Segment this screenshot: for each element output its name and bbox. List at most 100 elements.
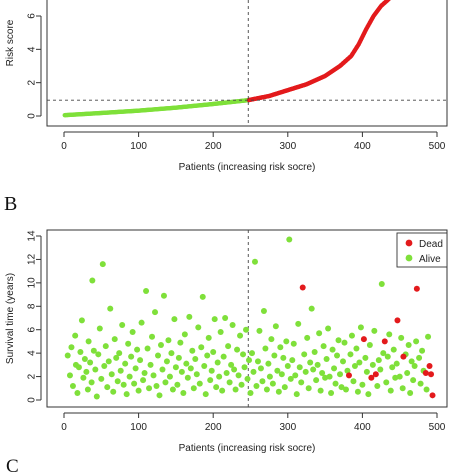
dead-point [429,392,436,399]
alive-point [116,350,123,357]
alive-point [84,386,91,393]
alive-point [162,379,169,386]
alive-point [351,363,358,370]
alive-point [287,375,294,382]
alive-point [302,368,309,375]
alive-point [347,351,354,358]
alive-point [66,372,73,379]
survival-y-tick-label: 0 [27,397,38,403]
alive-point [405,341,412,348]
alive-point [311,348,318,355]
alive-point [81,356,88,362]
alive-point [214,359,221,366]
survival-y-tick-label: 12 [27,253,38,265]
alive-point [68,344,75,351]
alive-point [313,377,320,384]
alive-point [286,236,293,243]
alive-point [99,261,106,268]
alive-point [178,368,185,375]
alive-point [344,367,351,374]
alive-point [232,386,239,393]
alive-point [85,338,92,345]
alive-point [119,322,126,329]
risk-y-axis-title: Risk score [5,19,16,66]
alive-point [362,354,369,361]
alive-point [105,358,112,365]
alive-point [132,365,139,372]
alive-point [275,388,282,395]
alive-point [75,364,82,371]
alive-point [101,363,108,370]
alive-point [123,391,130,398]
alive-point [329,346,336,353]
alive-point [149,333,156,340]
alive-point [207,377,214,384]
panel-label-c: C [6,456,19,474]
alive-point [256,327,263,334]
alive-point [305,385,312,392]
alive-point [80,374,87,381]
alive-point [326,373,333,380]
alive-point [413,338,420,345]
alive-point [140,377,147,384]
alive-point [295,320,302,327]
alive-point [201,363,208,370]
alive-point [243,326,250,333]
survival-x-tick-label: 300 [279,422,296,433]
alive-point [342,386,349,393]
alive-point [166,373,173,380]
alive-point [90,347,97,354]
alive-point [220,353,227,360]
alive-point [135,387,142,394]
alive-point [277,344,284,351]
alive-point [338,384,345,391]
alive-point [96,325,103,332]
dead-point [428,371,435,378]
alive-point [216,373,223,380]
risk-y-tick-label: 0 [27,113,38,119]
alive-point [202,391,209,398]
survival-y-tick-label: 10 [27,277,38,289]
alive-point [204,352,211,359]
alive-point [293,391,300,398]
dead-point [368,374,375,381]
legend-box [396,232,448,268]
alive-point [301,351,308,358]
alive-point [314,361,321,368]
alive-point [317,387,324,394]
alive-point [108,371,115,378]
survival-x-tick-label: 400 [354,422,371,433]
alive-point [393,360,400,367]
alive-point [384,353,391,360]
alive-point [263,386,270,393]
alive-point [87,359,94,366]
legend-dead-marker [405,239,413,247]
survival-y-tick-label: 2 [27,373,38,379]
alive-point [153,382,160,389]
alive-point [92,366,99,373]
alive-point [150,372,157,379]
alive-point [353,345,360,352]
alive-point [177,339,184,346]
alive-point [117,367,124,374]
risk-x-tick-label: 300 [279,141,296,152]
survival-x-tick-label: 0 [61,422,67,433]
alive-point [337,371,344,378]
alive-point [74,389,81,396]
alive-point [95,351,102,358]
alive-point [193,371,200,378]
dead-point [422,370,429,377]
risk-y-tick-label: 4 [27,46,38,52]
alive-point [334,352,341,359]
alive-point [196,380,203,387]
alive-point [411,363,418,370]
alive-point [387,387,394,394]
alive-point [225,343,232,350]
alive-point [165,337,172,344]
alive-point [102,343,109,350]
alive-point [340,358,347,365]
dead-point [372,371,379,378]
alive-point [298,379,305,386]
alive-point [272,323,279,330]
alive-point [262,345,269,352]
